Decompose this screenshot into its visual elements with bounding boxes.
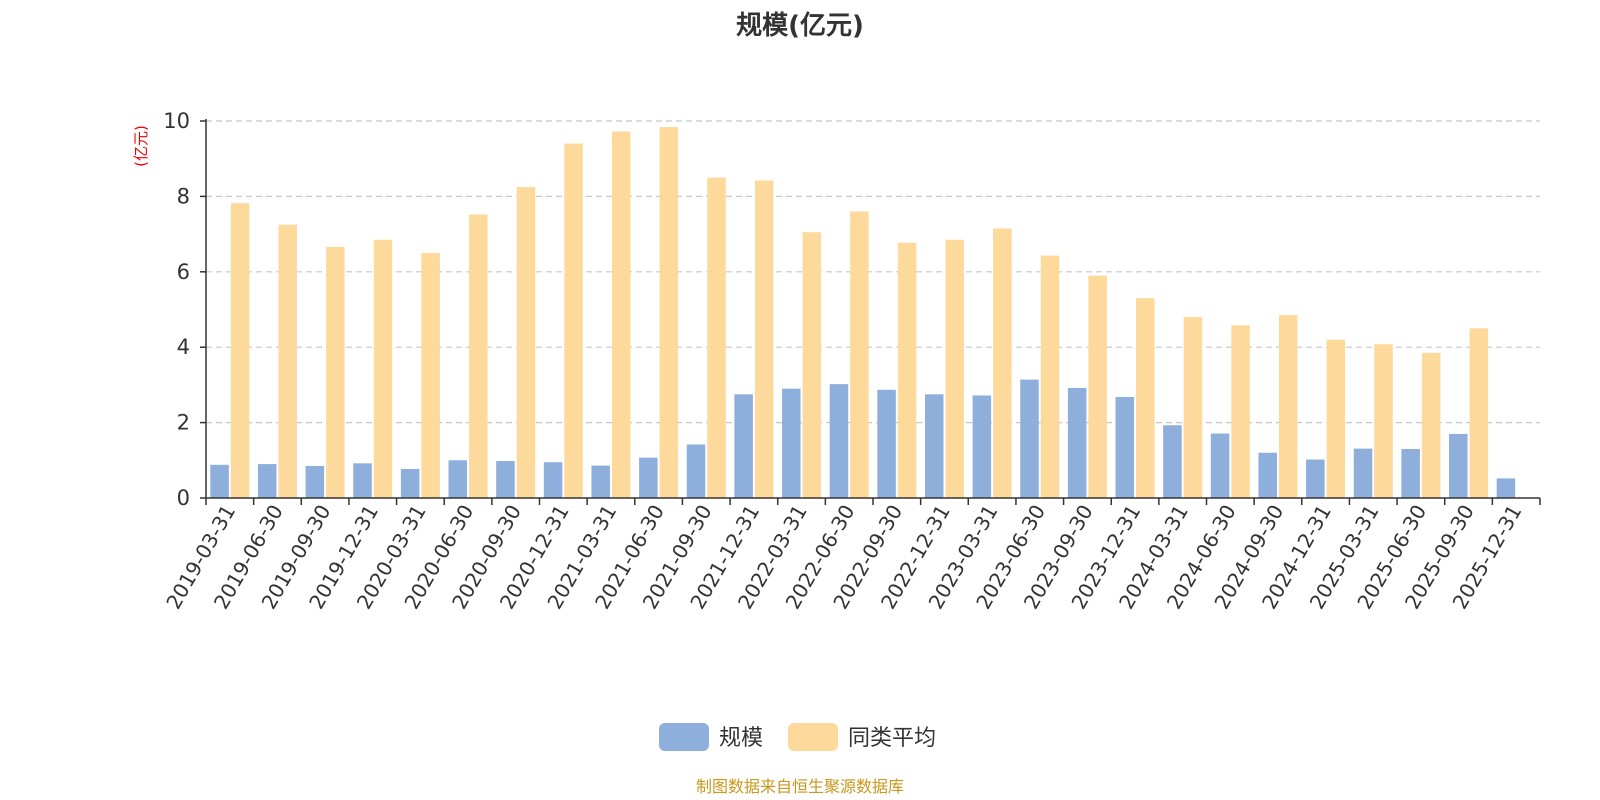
y-axis-unit-label: (亿元)	[132, 125, 150, 167]
bar-peer-average	[469, 214, 488, 498]
bar-scale	[1067, 387, 1087, 498]
bar-scale	[353, 463, 372, 498]
bar-scale	[496, 461, 515, 498]
y-tick-label: 8	[177, 184, 190, 208]
bar-peer-average	[945, 239, 964, 498]
bar-scale	[543, 462, 563, 498]
bar-peer-average	[1136, 298, 1155, 498]
bar-scale	[257, 464, 277, 498]
bar-scale	[210, 464, 229, 498]
legend-label-peer-average: 同类平均	[848, 726, 936, 751]
bar-peer-average	[1374, 344, 1393, 498]
bar-scale	[829, 384, 849, 498]
bar-peer-average	[897, 242, 917, 498]
y-tick-label: 10	[163, 109, 190, 133]
y-tick-label: 6	[177, 260, 190, 284]
bar-peer-average	[230, 203, 250, 498]
bar-scale	[591, 465, 610, 498]
bar-peer-average	[707, 177, 726, 499]
bar-peer-average	[659, 127, 679, 499]
x-tick-labels: 2019-03-312019-06-302019-09-302019-12-31…	[161, 500, 1526, 613]
bar-scale	[924, 394, 944, 498]
bar-peer-average	[1469, 328, 1489, 498]
bar-peer-average	[421, 252, 440, 498]
bar-scale	[1115, 396, 1135, 498]
legend-label-scale: 规模	[719, 726, 763, 751]
bars	[210, 127, 1516, 499]
bar-peer-average	[1088, 275, 1107, 498]
bar-peer-average	[1231, 325, 1250, 498]
bar-peer-average	[850, 211, 869, 499]
data-source-note: 制图数据来自恒生聚源数据库	[696, 777, 904, 796]
axes	[200, 119, 1541, 505]
bar-scale	[1449, 433, 1468, 498]
bar-peer-average	[993, 228, 1012, 498]
bar-peer-average	[373, 239, 393, 498]
legend: 规模 同类平均	[659, 723, 936, 751]
bar-scale	[782, 388, 801, 498]
bar-scale	[1401, 448, 1420, 498]
bar-scale	[448, 460, 468, 498]
legend-swatch-peer-average	[788, 723, 838, 751]
bar-peer-average	[1278, 315, 1298, 498]
bar-scale	[1163, 425, 1182, 498]
bar-peer-average	[1326, 339, 1346, 498]
bar-scale	[1306, 459, 1325, 498]
bar-peer-average	[516, 186, 536, 498]
bar-scale	[877, 389, 896, 498]
chart-title: 规模(亿元)	[736, 11, 864, 41]
bar-scale	[1020, 379, 1039, 498]
bar-scale	[1353, 448, 1373, 498]
bar-scale	[1258, 452, 1277, 498]
y-tick-label: 0	[177, 486, 190, 510]
bar-peer-average	[278, 224, 297, 499]
bar-peer-average	[1183, 317, 1203, 498]
bar-peer-average	[1040, 255, 1060, 498]
legend-swatch-scale	[659, 723, 709, 751]
y-tick-label: 2	[177, 411, 190, 435]
y-tick-label: 4	[177, 335, 190, 359]
bar-scale	[1210, 433, 1230, 498]
bar-peer-average	[1421, 352, 1441, 498]
bar-scale	[400, 468, 420, 498]
y-tick-labels: 0 2 4 6 8 10	[163, 109, 190, 510]
bar-scale	[305, 465, 325, 498]
bar-scale	[1496, 478, 1516, 498]
bar-peer-average	[326, 246, 345, 498]
bar-scale	[686, 444, 706, 498]
bar-peer-average	[802, 232, 822, 498]
bar-peer-average	[754, 180, 774, 499]
bar-scale	[972, 395, 992, 498]
bar-peer-average	[611, 131, 631, 498]
bar-scale	[639, 457, 658, 498]
bar-scale	[734, 394, 753, 498]
bar-peer-average	[564, 143, 583, 498]
